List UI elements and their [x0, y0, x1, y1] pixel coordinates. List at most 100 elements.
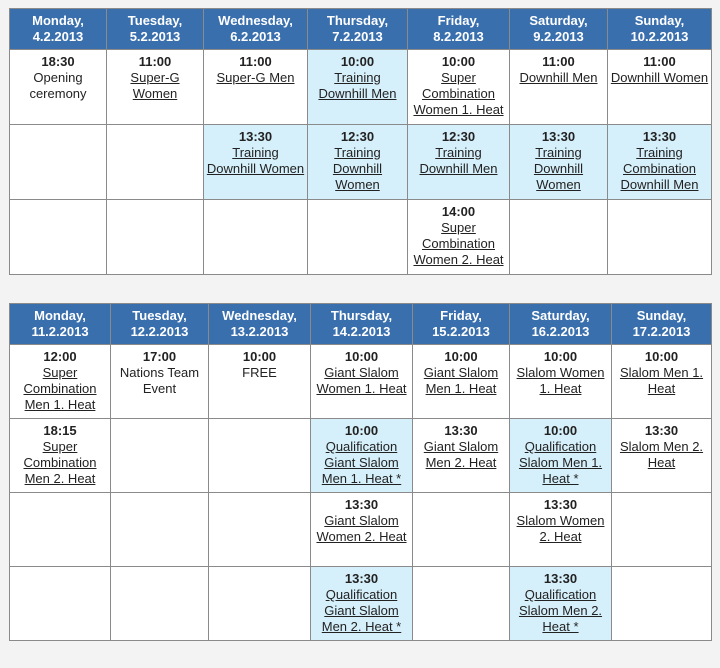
day-header: Thursday, 14.2.2013: [310, 303, 413, 345]
event-time: 11:00: [239, 54, 272, 69]
event-cell: 17:00 Nations Team Event: [110, 344, 209, 419]
day-date: 6.2.2013: [230, 29, 281, 44]
day-header: Saturday, 9.2.2013: [509, 8, 608, 50]
day-date: 15.2.2013: [432, 324, 490, 339]
day-name: Monday,: [32, 13, 84, 28]
event-link[interactable]: Giant Slalom Women 1. Heat: [316, 365, 407, 396]
event-link[interactable]: Qualification Slalom Men 2. Heat *: [518, 587, 603, 634]
header-row: Monday, 4.2.2013 Tuesday, 5.2.2013 Wednesday…: [9, 8, 712, 50]
event-time: 11:00: [138, 54, 172, 69]
day-date: 4.2.2013: [32, 29, 84, 44]
event-cell: 10:00 Qualification Slalom Men 1. Heat *: [509, 418, 612, 493]
event-cell: 11:00 Super-G Men: [203, 49, 308, 125]
day-header: Sunday, 10.2.2013: [607, 8, 712, 50]
event-cell: 13:30 Training Combination Downhill Men: [607, 124, 712, 200]
schedule-row: 13:30 Training Downhill Women 12:30 Trainin…: [9, 124, 712, 200]
event-time: 12:00: [43, 349, 77, 364]
event-link[interactable]: Super Combination Women 1. Heat: [413, 70, 504, 117]
event-time: 17:00: [142, 349, 177, 364]
day-header: Wednesday, 6.2.2013: [203, 8, 308, 50]
event-cell: 14:00 Super Combination Women 2. Heat: [407, 199, 510, 275]
event-link[interactable]: Qualification Giant Slalom Men 2. Heat *: [321, 587, 402, 634]
schedule-row: 13:30 Giant Slalom Women 2. Heat 13:30 Slal…: [9, 492, 712, 567]
empty-cell: [203, 199, 308, 275]
event-cell: 10:00 Giant Slalom Men 1. Heat: [412, 344, 510, 419]
day-header: Tuesday, 5.2.2013: [106, 8, 204, 50]
table-header: Monday, 4.2.2013 Tuesday, 5.2.2013 Wednesday…: [9, 8, 712, 50]
header-row: Monday, 11.2.2013 Tuesday, 12.2.2013 Wednesd…: [9, 303, 712, 345]
day-name: Sunday,: [636, 308, 687, 323]
event-link[interactable]: Downhill Men: [519, 70, 598, 85]
event-time: 10:00: [441, 54, 476, 69]
empty-cell: [9, 566, 111, 641]
event-cell: 10:00 Training Downhill Men: [307, 49, 408, 125]
event-link[interactable]: Slalom Men 2. Heat: [619, 439, 704, 470]
event-time: 18:30: [41, 54, 75, 69]
event-link[interactable]: Qualification Slalom Men 1. Heat *: [518, 439, 603, 486]
empty-cell: [110, 418, 209, 493]
day-name: Sunday,: [634, 13, 685, 28]
empty-cell: [412, 566, 510, 641]
empty-cell: [9, 124, 107, 200]
event-cell: 10:00 Giant Slalom Women 1. Heat: [310, 344, 413, 419]
empty-cell: [106, 199, 204, 275]
event-link[interactable]: Training Downhill Men: [419, 145, 498, 176]
event-link[interactable]: Downhill Women: [610, 70, 709, 85]
event-link[interactable]: Super-G Men: [216, 70, 295, 85]
day-header: Friday, 8.2.2013: [407, 8, 510, 50]
event-time: 13:30: [644, 423, 679, 438]
empty-cell: [9, 492, 111, 567]
event-cell: 13:30 Qualification Slalom Men 2. Heat *: [509, 566, 612, 641]
event-link[interactable]: Training Downhill Women: [533, 145, 584, 192]
event-time: 10:00: [543, 423, 578, 438]
event-time: 11:00: [643, 54, 676, 69]
day-name: Tuesday,: [127, 13, 183, 28]
empty-cell: [611, 492, 712, 567]
day-date: 5.2.2013: [129, 29, 181, 44]
schedule-table-week-1: Monday, 4.2.2013 Tuesday, 5.2.2013 Wednesday…: [9, 8, 712, 275]
event-label: Opening ceremony: [29, 70, 87, 101]
event-link[interactable]: Training Downhill Men: [318, 70, 397, 101]
event-cell: 11:00 Downhill Men: [509, 49, 608, 125]
event-time: 13:30: [238, 129, 273, 144]
event-link[interactable]: Super Combination Women 2. Heat: [413, 220, 504, 267]
event-link[interactable]: Slalom Women 1. Heat: [516, 365, 605, 396]
event-time: 13:30: [543, 571, 578, 586]
event-time: 14:00: [441, 204, 476, 219]
event-link[interactable]: Qualification Giant Slalom Men 1. Heat *: [321, 439, 402, 486]
schedule-row: 18:15 Super Combination Men 2. Heat 10:00 Q…: [9, 418, 712, 493]
event-link[interactable]: Giant Slalom Men 1. Heat: [423, 365, 499, 396]
event-link[interactable]: Giant Slalom Women 2. Heat: [316, 513, 407, 544]
day-name: Wednesday,: [222, 308, 297, 323]
event-time: 10:00: [644, 349, 679, 364]
event-link[interactable]: Super Combination Men 2. Heat: [23, 439, 97, 486]
event-time: 13:30: [344, 497, 379, 512]
day-name: Saturday,: [531, 308, 590, 323]
day-name: Saturday,: [529, 13, 588, 28]
event-link[interactable]: Training Downhill Women: [206, 145, 305, 176]
schedule-row: 14:00 Super Combination Women 2. Heat: [9, 199, 712, 275]
event-link[interactable]: Training Downhill Women: [332, 145, 383, 192]
event-link[interactable]: Slalom Men 1. Heat: [619, 365, 704, 396]
event-link[interactable]: Slalom Women 2. Heat: [516, 513, 605, 544]
day-header: Saturday, 16.2.2013: [509, 303, 612, 345]
table-body: 18:30 Opening ceremony 11:00 Super-G Women 1…: [9, 49, 712, 275]
event-link[interactable]: Giant Slalom Men 2. Heat: [423, 439, 499, 470]
event-time: 12:30: [340, 129, 375, 144]
event-link[interactable]: Super-G Women: [130, 70, 180, 101]
event-cell: 13:30 Slalom Women 2. Heat: [509, 492, 612, 567]
day-header: Sunday, 17.2.2013: [611, 303, 712, 345]
day-date: 8.2.2013: [433, 29, 484, 44]
empty-cell: [106, 124, 204, 200]
schedule-row: 18:30 Opening ceremony 11:00 Super-G Women 1…: [9, 49, 712, 125]
event-time: 13:30: [444, 423, 478, 438]
day-date: 11.2.2013: [31, 324, 89, 339]
event-cell: 13:30 Giant Slalom Women 2. Heat: [310, 492, 413, 567]
event-cell: 13:30 Training Downhill Women: [203, 124, 308, 200]
day-date: 7.2.2013: [332, 29, 383, 44]
event-link[interactable]: Super Combination Men 1. Heat: [23, 365, 97, 412]
empty-cell: [9, 199, 107, 275]
day-name: Friday,: [440, 308, 482, 323]
event-cell: 10:00 Qualification Giant Slalom Men 1. H…: [310, 418, 413, 493]
event-link[interactable]: Training Combination Downhill Men: [620, 145, 699, 192]
